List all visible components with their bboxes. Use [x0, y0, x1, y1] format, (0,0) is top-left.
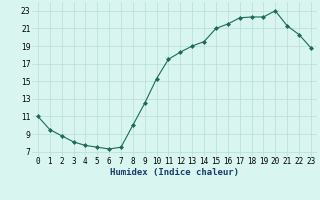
X-axis label: Humidex (Indice chaleur): Humidex (Indice chaleur) — [110, 168, 239, 177]
